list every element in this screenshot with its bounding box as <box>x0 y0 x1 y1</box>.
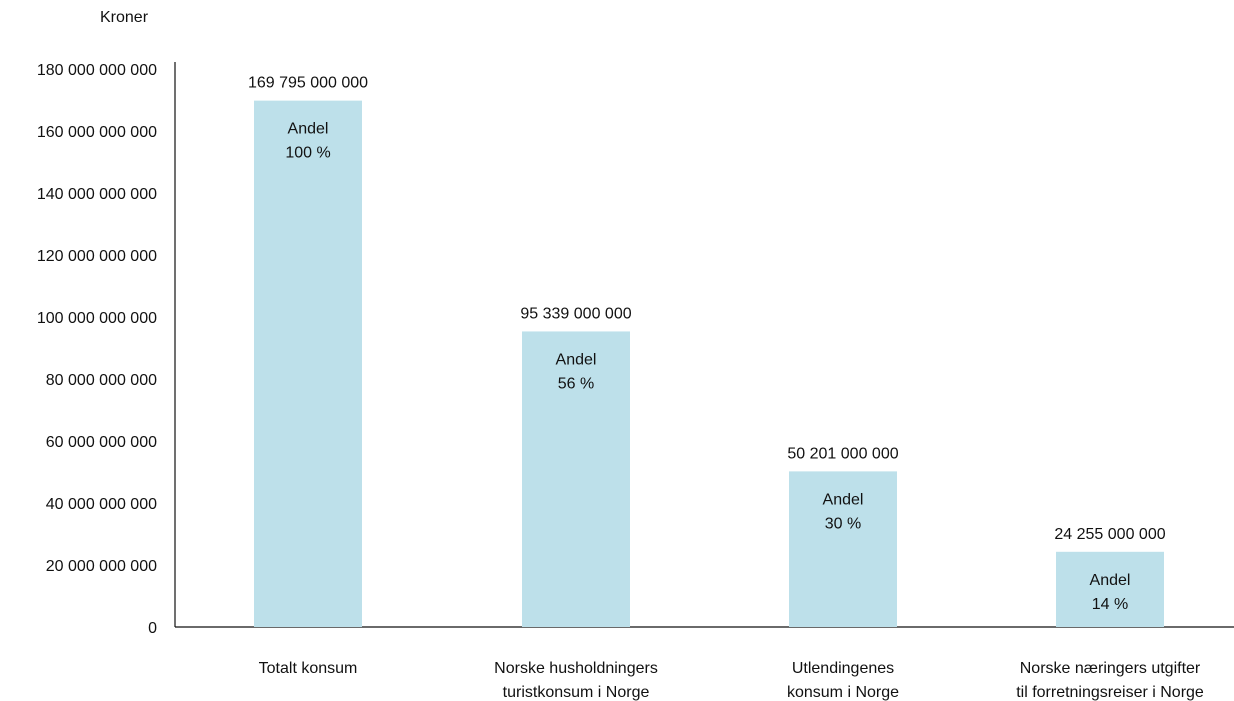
bars: 169 795 000 000 Andel 100 % 95 339 000 000 A… <box>248 75 1166 627</box>
bar-share-title: Andel <box>556 351 597 368</box>
x-category-label: turistkonsum i Norge <box>503 684 650 701</box>
y-tick-label: 140 000 000 000 <box>37 186 157 203</box>
y-tick-label: 40 000 000 000 <box>46 496 157 513</box>
y-tick-label: 180 000 000 000 <box>37 62 157 79</box>
bar <box>789 471 897 627</box>
y-tick-label: 60 000 000 000 <box>46 434 157 451</box>
y-tick-label: 0 <box>148 620 157 637</box>
y-axis-unit-label: Kroner <box>100 9 149 26</box>
y-tick-label: 20 000 000 000 <box>46 558 157 575</box>
x-category-label: konsum i Norge <box>787 684 899 701</box>
bar-share-value: 100 % <box>285 145 330 162</box>
x-category-label: Totalt konsum <box>259 660 358 677</box>
y-tick-label: 80 000 000 000 <box>46 372 157 389</box>
y-tick-label: 120 000 000 000 <box>37 248 157 265</box>
bar-share-title: Andel <box>288 121 329 138</box>
bar-share-title: Andel <box>1090 572 1131 589</box>
bar-share-title: Andel <box>823 491 864 508</box>
x-category-label: Utlendingenes <box>792 660 894 677</box>
bar-share-value: 14 % <box>1092 596 1128 613</box>
x-category-label: til forretningsreiser i Norge <box>1016 684 1204 701</box>
y-tick-label: 160 000 000 000 <box>37 124 157 141</box>
bar-value-label: 95 339 000 000 <box>520 305 631 322</box>
x-axis-category-labels: Totalt konsum Norske husholdningers turist… <box>259 660 1204 701</box>
bar-value-label: 169 795 000 000 <box>248 75 368 92</box>
y-axis-ticks: 0 20 000 000 000 40 000 000 000 60 000 000 … <box>37 62 157 637</box>
bar <box>1056 551 1164 627</box>
y-tick-label: 100 000 000 000 <box>37 310 157 327</box>
bar-share-value: 30 % <box>825 515 861 532</box>
x-category-label: Norske næringers utgifter <box>1020 660 1201 677</box>
x-category-label: Norske husholdningers <box>494 660 658 677</box>
bar <box>254 100 362 627</box>
bar <box>522 331 630 627</box>
bar-value-label: 50 201 000 000 <box>787 445 898 462</box>
bar-value-label: 24 255 000 000 <box>1054 526 1165 543</box>
bar-share-value: 56 % <box>558 375 594 392</box>
